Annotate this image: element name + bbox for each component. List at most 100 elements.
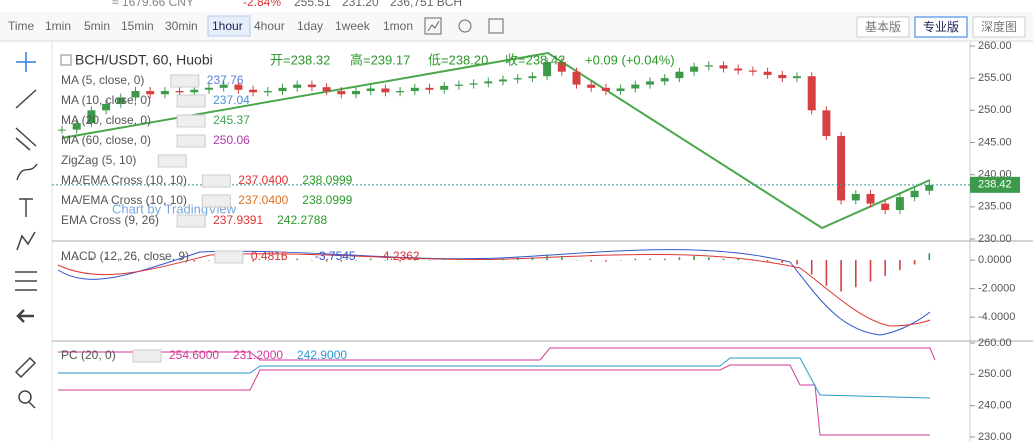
snapshot-button[interactable] [488,18,504,34]
settings-button[interactable] [458,19,472,33]
interval-button[interactable]: 15min [121,19,154,33]
macd-bar [340,260,343,262]
candle [293,84,302,88]
interval-button[interactable]: 1min [45,19,71,33]
candle [925,184,934,191]
candle [219,84,228,88]
candle [352,91,360,95]
candle [704,65,713,67]
interval-button[interactable]: Time [8,19,35,33]
candle [778,74,787,79]
macd-bar [149,260,151,261]
macd-bar [61,258,63,261]
fib-tool[interactable] [15,127,37,151]
crosshair-tool[interactable] [16,52,36,72]
drawing-tools[interactable] [14,52,38,409]
indicator-name: ZigZag (5, 10) [61,153,136,167]
prediction-tool[interactable] [15,271,37,291]
macd-bar [193,260,196,262]
interval-button[interactable]: 1day [297,19,323,33]
measure-tool[interactable] [14,356,37,379]
macd-bar [884,260,886,276]
macd-bar [855,260,857,288]
macd-line [57,249,931,336]
interval-button[interactable]: 30min [165,19,198,33]
macd-bar [693,255,695,261]
version-label[interactable]: 基本版 [865,20,901,34]
candle [557,62,566,72]
chart-header: 收=238.42 [505,52,565,67]
macd-bar [619,260,622,261]
pattern-tool[interactable] [16,231,36,251]
indicator-controls[interactable] [170,74,200,88]
indicator-controls[interactable] [157,154,187,168]
candle [381,88,390,93]
y-tick-label: 245.00 [978,136,1012,148]
candle [396,91,405,93]
macd-bar [899,260,901,271]
candle [146,91,155,95]
indicator-controls[interactable] [201,194,231,208]
macd-bar [766,260,769,262]
candle [572,71,581,85]
indicator-value: 242.2788 [277,213,327,227]
candle [175,91,184,93]
macd-bar [384,260,387,261]
indicator-controls[interactable] [201,174,231,188]
brush-tool[interactable] [16,163,38,181]
line-tool[interactable] [15,89,37,109]
text-tool[interactable] [19,198,33,217]
candle [895,197,904,211]
indicator-name: MA/EMA Cross (10, 10) [61,193,187,207]
candle [675,71,684,79]
indicator-name: EMA Cross (9, 26) [61,213,159,227]
indicator-name: MA (10, close, 0) [61,93,151,107]
version-button[interactable] [856,16,910,38]
version-label[interactable]: 深度图 [981,19,1017,34]
macd-bar [296,258,298,261]
indicator-controls[interactable] [214,250,244,264]
zoom-tool[interactable] [18,390,32,404]
macd-bar [105,257,107,261]
macd-bar [458,258,460,261]
indicator-controls[interactable] [132,349,162,363]
candle [866,193,875,204]
indicator-value: 237.0400 [238,193,288,207]
toolbar-icons[interactable] [424,17,504,35]
candle [454,84,463,86]
indicator-controls[interactable] [176,134,206,148]
candle [322,87,331,92]
top-stat: -2.84% [243,0,281,9]
macd-bar [825,260,828,286]
interval-button[interactable]: 4hour [254,19,285,33]
macd-bar [678,257,681,261]
indicator-controls[interactable] [176,94,206,108]
indicator-controls[interactable] [176,114,206,128]
candle [337,91,346,95]
candle [881,203,890,211]
interval-button[interactable]: 1week [335,19,371,33]
remove-tool[interactable] [16,309,34,323]
indicator-value: 250.06 [213,133,250,147]
pc-middle [58,357,931,399]
interval-button[interactable]: 1hour [212,19,243,33]
indicator-controls[interactable] [176,214,206,228]
y-tick-label: 260.00 [978,337,1012,349]
candle [484,81,493,84]
version-button[interactable] [972,16,1026,38]
macd-bar [781,260,784,263]
macd-bar [325,260,328,262]
collapse-toggle[interactable] [60,54,72,66]
candle [249,89,258,93]
candle [190,89,199,93]
candle [513,78,522,80]
indicator-button[interactable] [424,17,442,35]
version-button[interactable] [914,16,968,38]
macd-bar [634,258,637,261]
indicator-value: 254.6000 [169,348,219,362]
interval-button[interactable]: 5min [84,19,110,33]
candle [366,88,375,92]
macd-bar [428,260,431,261]
version-label[interactable]: 专业版 [923,19,959,34]
interval-button[interactable]: 1mon [383,19,413,33]
